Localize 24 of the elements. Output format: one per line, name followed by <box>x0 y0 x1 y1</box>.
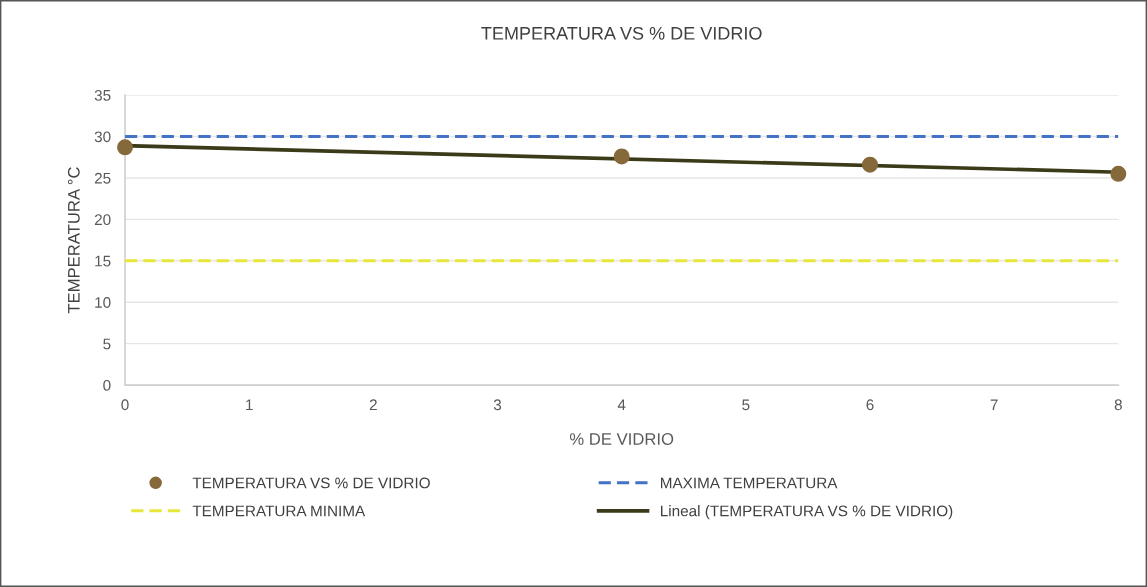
x-tick-label: 1 <box>246 399 253 411</box>
chart-title: TEMPERATURA VS % DE VIDRIO <box>481 26 762 40</box>
x-tick-label: 3 <box>493 399 502 411</box>
y-tick-label: 35 <box>94 89 111 101</box>
x-axis-title: % DE VIDRIO <box>569 433 674 445</box>
y-tick-label: 15 <box>95 255 111 267</box>
y-tick-label: 10 <box>95 297 111 308</box>
y-tick-label: 0 <box>103 379 111 391</box>
x-tick-label: 7 <box>990 399 998 411</box>
y-tick-label: 5 <box>103 338 111 350</box>
legend-label: Lineal (TEMPERATURA VS % DE VIDRIO) <box>661 505 953 520</box>
x-tick-label: 6 <box>866 399 874 411</box>
y-tick-label: 20 <box>94 214 111 226</box>
y-tick-label: 25 <box>94 172 111 184</box>
legend-label: TEMPERATURA VS % DE VIDRIO <box>192 477 430 489</box>
x-tick-label: 2 <box>369 399 377 411</box>
legend-label: MAXIMA TEMPERATURA <box>661 477 838 489</box>
x-tick-label: 4 <box>617 399 626 411</box>
x-tick-label: 5 <box>742 399 750 411</box>
x-tick-label: 0 <box>121 399 129 411</box>
x-tick-label: 8 <box>1114 399 1122 411</box>
y-tick-label: 30 <box>94 131 111 143</box>
legend-label: TEMPERATURA MINIMA <box>192 505 366 517</box>
y-axis-title: TEMPERATURA °C <box>67 167 80 314</box>
